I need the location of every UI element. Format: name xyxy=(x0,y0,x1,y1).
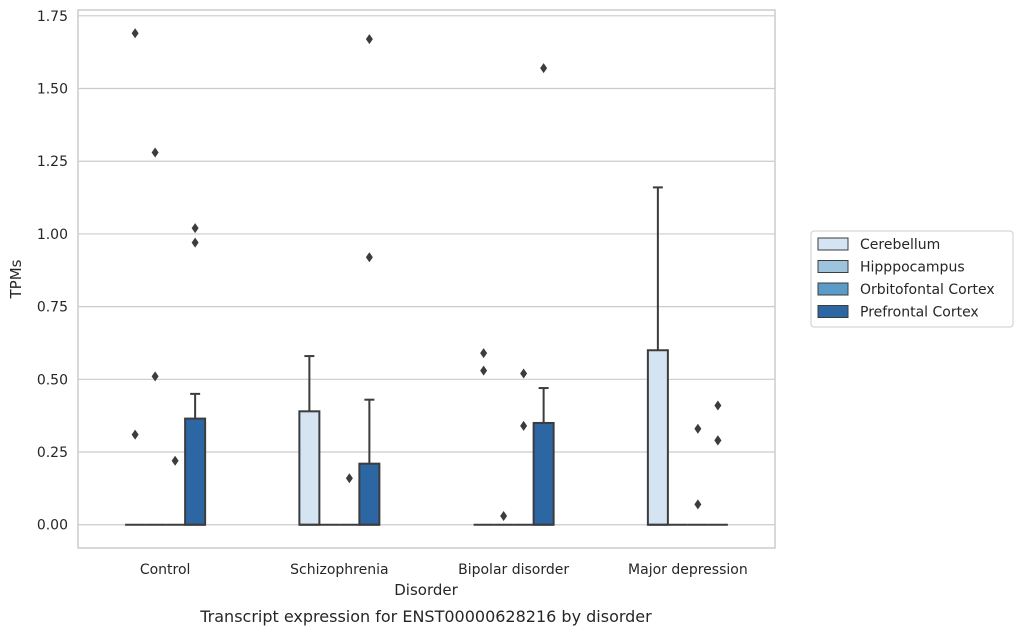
y-tick-label: 1.75 xyxy=(37,9,68,25)
x-axis-label: Disorder xyxy=(394,581,458,599)
outlier-point xyxy=(151,371,159,382)
outlier-point xyxy=(714,435,722,446)
y-tick-label: 1.00 xyxy=(37,227,68,243)
gridlines xyxy=(78,15,775,526)
outlier-point xyxy=(520,420,528,431)
y-tick-label: 0.25 xyxy=(37,445,68,461)
legend-swatch xyxy=(817,260,849,273)
legend-frame xyxy=(810,230,1014,328)
x-tick-label: Schizophrenia xyxy=(290,562,388,578)
outlier-point xyxy=(520,368,528,379)
y-tick-label: 1.25 xyxy=(37,154,68,170)
legend-label: Cerebellum xyxy=(860,237,940,253)
legend: Cerebellum Hipppocampus Orbitofontal Corte… xyxy=(810,230,1014,328)
box-cerebellum xyxy=(125,28,146,526)
box-hipppocampus xyxy=(493,511,514,526)
y-tick-label: 0.75 xyxy=(37,300,68,316)
box-prefrontal-cortex xyxy=(707,400,728,526)
box-orbitofontal-cortex xyxy=(513,368,534,526)
x-tick-label: Major depression xyxy=(628,562,748,578)
outlier-point xyxy=(151,147,159,158)
box-prefrontal-cortex xyxy=(532,63,555,526)
legend-swatch xyxy=(817,305,849,318)
x-tick-label: Control xyxy=(140,562,191,578)
outlier-point xyxy=(694,423,702,434)
outlier-point xyxy=(171,455,179,466)
x-tick-label: Bipolar disorder xyxy=(458,562,569,578)
legend-label: Hipppocampus xyxy=(860,260,965,276)
legend-label: Orbitofontal Cortex xyxy=(860,282,995,298)
outlier-point xyxy=(480,348,488,359)
plot-frame xyxy=(77,9,776,549)
box-prefrontal-cortex xyxy=(358,34,381,526)
box-cerebellum xyxy=(298,355,321,526)
outlier-point xyxy=(191,237,199,248)
box-groups xyxy=(125,28,728,526)
y-axis-ticks: 0.00 0.25 0.50 0.75 1.00 1.25 1.50 1.75 xyxy=(37,9,68,534)
outlier-point xyxy=(191,223,199,234)
outlier-point xyxy=(131,429,139,440)
y-tick-label: 0.50 xyxy=(37,372,68,388)
outlier-point xyxy=(500,511,508,522)
outlier-point xyxy=(540,63,548,74)
box-cerebellum xyxy=(646,186,669,526)
outlier-point xyxy=(365,252,373,263)
outlier-point xyxy=(694,499,702,510)
legend-swatch xyxy=(817,237,849,251)
box-body xyxy=(184,417,207,526)
box-hipppocampus xyxy=(145,147,166,526)
outlier-point xyxy=(345,473,353,484)
legend-label: Prefrontal Cortex xyxy=(860,305,979,321)
box-body xyxy=(298,410,321,526)
outlier-point xyxy=(131,28,139,39)
y-axis-label: TPMs xyxy=(7,259,25,299)
box-body xyxy=(358,462,381,526)
box-body xyxy=(532,421,555,526)
outlier-point xyxy=(365,34,373,45)
y-tick-label: 0.00 xyxy=(37,518,68,534)
figure-caption: Transcript expression for ENST0000062821… xyxy=(199,607,652,626)
legend-swatch xyxy=(817,282,849,296)
box-cerebellum xyxy=(473,348,494,526)
box-body xyxy=(646,349,669,526)
y-tick-label: 1.50 xyxy=(37,82,68,98)
outlier-point xyxy=(480,365,488,376)
box-orbitofontal-cortex xyxy=(687,423,708,526)
outlier-point xyxy=(714,400,722,411)
x-axis-ticks: Control Schizophrenia Bipolar disorder Majo… xyxy=(140,562,748,578)
box-orbitofontal-cortex xyxy=(165,455,186,526)
box-orbitofontal-cortex xyxy=(339,473,360,526)
box-prefrontal-cortex xyxy=(184,223,207,526)
